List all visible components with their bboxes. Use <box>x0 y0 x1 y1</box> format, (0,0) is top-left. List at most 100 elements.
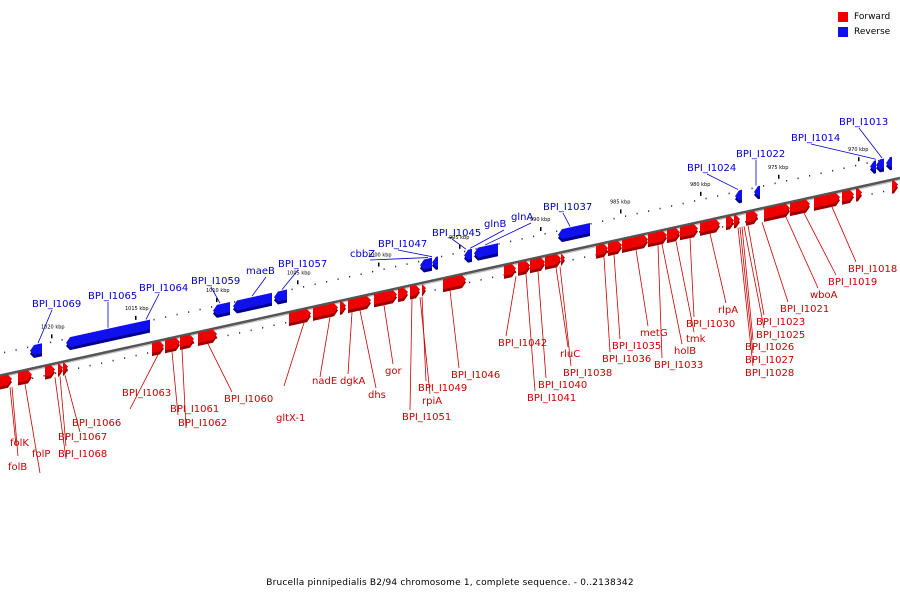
gene-label-forward[interactable]: BPI_I1021 <box>780 304 829 315</box>
gene-label-forward[interactable]: BPI_I1066 <box>72 418 121 429</box>
gene-label-forward[interactable]: BPI_I1033 <box>654 360 703 371</box>
gene-label-reverse[interactable]: BPI_I1037 <box>543 202 592 213</box>
gene-label-forward[interactable]: tmk <box>686 334 706 345</box>
strand-dot <box>239 332 241 334</box>
gene-label-reverse[interactable]: BPI_I1065 <box>88 291 137 302</box>
callout-line <box>689 238 695 318</box>
legend-forward: Forward <box>838 9 890 24</box>
gene-label-forward[interactable]: BPI_I1025 <box>756 330 805 341</box>
gene-label-forward[interactable]: metG <box>640 328 668 339</box>
gene-label-reverse[interactable]: BPI_I1069 <box>32 299 81 310</box>
strand-dot <box>360 273 362 275</box>
gene-label-forward[interactable]: BPI_I1027 <box>745 355 794 366</box>
gene-label-forward[interactable]: rluC <box>560 349 580 360</box>
gene-label-forward[interactable]: BPI_I1038 <box>563 368 612 379</box>
gene-label-forward[interactable]: BPI_I1067 <box>58 432 107 443</box>
strand-dot <box>250 329 252 332</box>
gene-label-reverse[interactable]: glnA <box>511 212 533 223</box>
strand-dot <box>515 271 517 274</box>
gene-label-forward[interactable]: gltX-1 <box>276 413 305 424</box>
sequence-backbone <box>0 176 900 377</box>
gene-label-forward[interactable]: BPI_I1023 <box>756 317 805 328</box>
gene-label-forward[interactable]: dhs <box>368 390 386 401</box>
gene-label-reverse[interactable]: BPI_I1047 <box>378 239 427 250</box>
gene-label-reverse[interactable]: BPI_I1057 <box>278 259 327 270</box>
legend: Forward Reverse <box>838 9 890 39</box>
gene-label-forward[interactable]: BPI_I1019 <box>828 277 877 288</box>
strand-dot <box>314 283 316 286</box>
gene-label-forward[interactable]: folK <box>10 438 29 449</box>
strand-dot <box>291 288 293 291</box>
strand-dot <box>464 250 466 253</box>
gene-label-forward[interactable]: BPI_I1018 <box>848 264 897 275</box>
gene-label-forward[interactable]: holB <box>674 346 696 357</box>
gene-label-forward[interactable]: BPI_I1060 <box>224 394 273 405</box>
gene-arrow <box>754 185 760 197</box>
gene-label-forward[interactable]: BPI_I1026 <box>745 342 794 353</box>
gene-label-forward[interactable]: BPI_I1028 <box>745 368 794 379</box>
gene-label-forward[interactable]: BPI_I1035 <box>612 341 661 352</box>
callout-line <box>741 226 754 341</box>
gene-label-forward[interactable]: BPI_I1062 <box>178 418 227 429</box>
gene-label-reverse[interactable]: BPI_I1022 <box>736 149 785 160</box>
gene-arrow <box>622 235 648 251</box>
gene-label-forward[interactable]: nadE <box>312 376 337 387</box>
strand-dot <box>55 372 57 375</box>
callout-line <box>743 226 765 329</box>
callout-line <box>283 322 305 387</box>
gene-label-forward[interactable]: BPI_I1051 <box>402 412 451 423</box>
gene-label-reverse[interactable]: BPI_I1064 <box>139 283 188 294</box>
strand-dot <box>349 275 351 278</box>
gene-label-reverse[interactable]: BPI_I1014 <box>791 133 840 144</box>
gene-label-reverse[interactable]: BPI_I1024 <box>687 163 736 174</box>
strand-dot <box>855 164 857 167</box>
gene-label-forward[interactable]: BPI_I1036 <box>602 354 651 365</box>
gene-label-forward[interactable]: BPI_I1042 <box>498 338 547 349</box>
gene-label-reverse[interactable]: cbbZ <box>350 249 375 260</box>
strand-dot <box>188 311 190 313</box>
gene-arrow <box>700 219 720 233</box>
gene-label-forward[interactable]: rpiA <box>422 396 442 407</box>
gene-label-forward[interactable]: wboA <box>810 290 838 301</box>
strand-dot <box>832 169 834 172</box>
callout-line <box>747 225 765 316</box>
gene-label-forward[interactable]: BPI_I1049 <box>418 383 467 394</box>
gene-label-forward[interactable]: dgkA <box>340 376 365 387</box>
gene-label-forward[interactable]: BPI_I1041 <box>527 393 576 404</box>
gene-label-reverse[interactable]: maeB <box>246 266 275 277</box>
strand-dot <box>193 342 195 344</box>
strand-dot <box>533 235 535 238</box>
gene-label-reverse[interactable]: BPI_I1013 <box>839 117 888 128</box>
gene-label-forward[interactable]: BPI_I1068 <box>58 449 107 460</box>
gene-arrow <box>876 158 884 170</box>
map-caption: Brucella pinnipedialis B2/94 chromosome … <box>266 578 634 588</box>
gene-label-reverse[interactable]: BPI_I1059 <box>191 276 240 287</box>
gene-label-forward[interactable]: folB <box>8 462 27 473</box>
gene-label-forward[interactable]: BPI_I1063 <box>122 388 171 399</box>
strand-dot <box>590 222 592 225</box>
gene-label-forward[interactable]: gor <box>385 366 402 377</box>
gene-label-forward[interactable]: BPI_I1040 <box>538 380 587 391</box>
strand-dot <box>61 339 63 341</box>
gene-label-forward[interactable]: BPI_I1046 <box>451 370 500 381</box>
strand-dot <box>135 354 137 357</box>
gene-arrow <box>165 337 180 351</box>
gene-label-forward[interactable]: folP <box>32 449 50 460</box>
callout-line <box>181 349 187 429</box>
gene-label-forward[interactable]: rlpA <box>718 305 738 316</box>
callout-line <box>421 296 427 382</box>
gene-label-reverse[interactable]: BPI_I1045 <box>432 228 481 239</box>
strand-dot <box>285 321 287 324</box>
strand-dot <box>809 174 811 177</box>
gene-label-forward[interactable]: BPI_I1061 <box>170 404 219 415</box>
gene-arrow <box>30 343 42 356</box>
gene-label-forward[interactable]: BPI_I1030 <box>686 319 735 330</box>
gene-arrow <box>608 240 622 254</box>
gene-arrow <box>45 365 55 377</box>
callout-line <box>562 212 571 227</box>
gene-label-reverse[interactable]: glnB <box>484 219 506 230</box>
gene-arrow <box>545 254 561 267</box>
callout-line <box>469 229 505 249</box>
gene-arrow <box>596 243 608 256</box>
gene-arrow <box>856 188 862 199</box>
